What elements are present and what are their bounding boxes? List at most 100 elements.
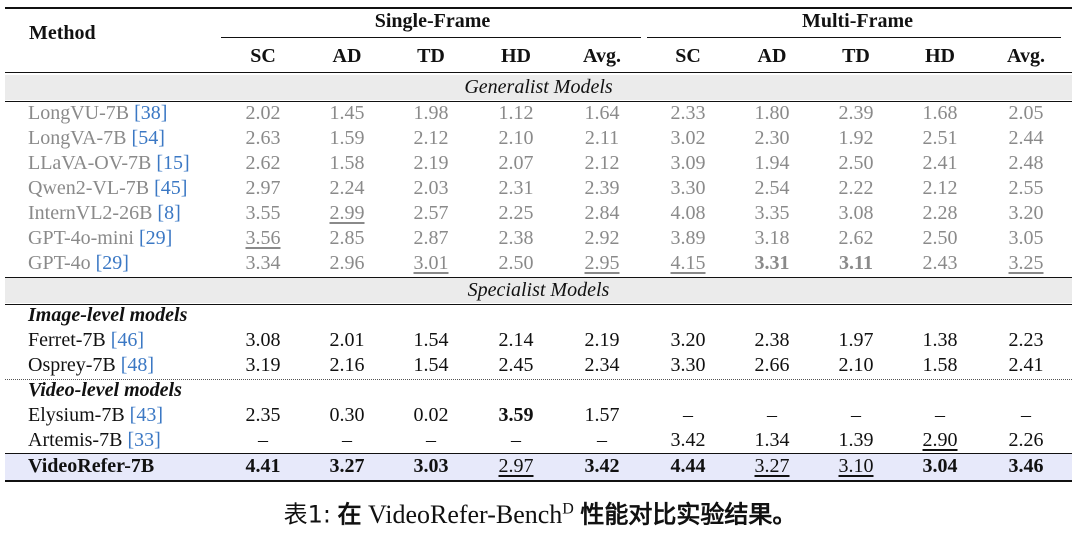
multi-hd-cell: 2.28 [895,201,985,226]
table-row: GPT-4o [29] 3.34 2.96 3.01 2.50 2.95 4.15 3.31 3… [5,251,1072,276]
value-text: 2.85 [329,227,365,249]
value-text: 1.12 [498,102,534,124]
citation-link[interactable]: [38] [134,102,168,124]
citation-link[interactable]: [15] [156,152,190,174]
multi-td-cell: 1.39 [811,428,901,453]
value-text: 2.50 [498,252,534,274]
value-text: – [767,404,777,426]
table-row: LongVU-7B [38] 2.02 1.45 1.98 1.12 1.64 2.33 1.… [5,101,1072,126]
caption-sup: D [562,500,574,517]
table-row: LLaVA-OV-7B [15] 2.62 1.58 2.19 2.07 2.12 3.09… [5,151,1072,176]
value-text: – [426,429,436,451]
citation-link[interactable]: [46] [110,329,145,351]
value-text: 2.66 [754,354,790,376]
multi-td-cell: 1.97 [811,328,901,353]
value-text: 2.90 [922,429,958,451]
single-sc-header: SC [250,45,276,67]
single-td-cell: 3.03 [386,454,476,479]
value-text: 2.07 [498,152,534,174]
value-text: 3.89 [670,227,706,249]
value-text: 1.58 [329,152,365,174]
value-text: 1.34 [754,429,790,451]
method-name: LongVU-7B [28,102,135,124]
value-text: 1.59 [329,127,365,149]
value-text: – [935,404,945,426]
value-text: 2.51 [922,127,958,149]
multi-sc-cell: – [643,403,733,428]
method-cell: GPT-4o-mini [29] [28,226,172,251]
method-name: LLaVA-OV-7B [28,152,157,174]
value-text: 3.34 [245,252,281,274]
citation-link[interactable]: [54] [131,127,165,149]
multi-hd-cell: 2.51 [895,126,985,151]
value-text: 3.03 [413,455,449,477]
multi-sc-cell: 3.30 [643,353,733,378]
method-cell: Elysium-7B [43] [28,403,163,428]
citation-link[interactable]: [29] [95,252,129,274]
value-text: 1.54 [413,354,449,376]
single-avg-header: Avg. [583,45,621,67]
single-ad-header: AD [332,45,362,67]
multi-ad-cell: 3.27 [727,454,817,479]
single-frame-underline [221,37,641,38]
value-text: – [342,429,352,451]
value-text: 3.30 [670,177,706,199]
single-ad-cell: 1.58 [302,151,392,176]
value-text: 2.50 [838,152,874,174]
multi-avg-cell: 2.05 [981,101,1071,126]
method-cell: VideoRefer-7B [28,454,154,479]
value-text: 2.39 [838,102,874,124]
value-text: 2.97 [498,455,534,477]
value-text: 3.27 [754,455,790,477]
value-text: 2.10 [838,354,874,376]
single-avg-cell: 1.64 [557,101,647,126]
single-ad-cell: – [302,428,392,453]
citation-link[interactable]: [29] [138,227,173,249]
value-text: 3.42 [584,455,620,477]
multi-hd-cell: – [895,403,985,428]
value-text: 2.62 [838,227,874,249]
citation-link[interactable]: [33] [127,429,161,451]
value-text: 2.26 [1008,429,1044,451]
value-text: 3.08 [245,329,281,351]
method-cell: Qwen2-VL-7B [45] [28,176,187,201]
table-row: Artemis-7B [33] – – – – – 3.42 1.34 1.39 2.90 2.26 [5,428,1072,453]
citation-link[interactable]: [43] [129,404,163,426]
value-text: 2.33 [670,102,706,124]
citation-link[interactable]: [48] [120,354,155,376]
value-text: 1.97 [838,329,874,351]
multi-sc-cell: 3.20 [643,328,733,353]
citation-link[interactable]: [8] [157,202,181,224]
single-frame-header: Single-Frame [374,10,491,32]
value-text: 2.57 [413,202,449,224]
multi-ad-cell: 1.34 [727,428,817,453]
value-text: 2.38 [754,329,790,351]
single-ad-cell: 1.59 [302,126,392,151]
citation-link[interactable]: [45] [154,177,188,199]
multi-ad-header: AD [757,45,787,67]
multi-avg-cell: 3.46 [981,454,1071,479]
generalist-rule [5,101,1072,102]
single-sc-cell: 2.35 [218,403,308,428]
multi-avg-cell: 2.44 [981,126,1071,151]
value-text: 2.50 [922,227,958,249]
multi-hd-cell: 2.90 [895,428,985,453]
multi-avg-cell: – [981,403,1071,428]
multi-td-header: TD [842,45,870,67]
image-level-label: Image-level models [28,304,188,326]
method-name: Osprey-7B [28,354,121,376]
value-text: 2.23 [1008,329,1044,351]
multi-hd-cell: 3.04 [895,454,985,479]
header-rule [5,72,1072,73]
single-sc-cell: 4.41 [218,454,308,479]
caption-prefix: 在 [337,500,362,529]
value-text: – [597,429,607,451]
multi-frame-underline [647,37,1061,38]
single-td-cell: 1.98 [386,101,476,126]
multi-hd-cell: 1.38 [895,328,985,353]
value-text: 3.30 [670,354,706,376]
caption-suffix: 性能对比实验结果。 [580,500,797,529]
value-text: 3.01 [413,252,449,274]
single-hd-cell: – [471,428,561,453]
caption-label: 表1: [283,500,331,529]
